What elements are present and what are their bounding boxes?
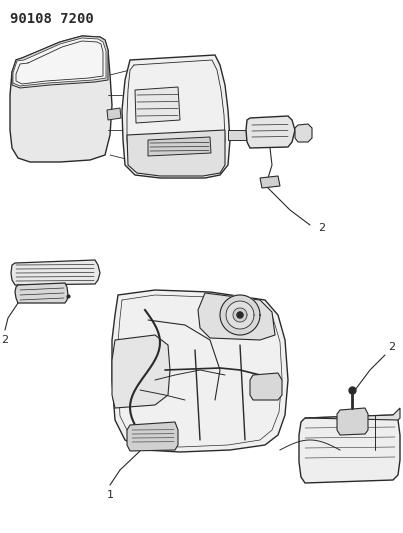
Text: 2: 2 <box>388 342 395 352</box>
Text: 2: 2 <box>2 335 8 345</box>
Polygon shape <box>12 36 108 88</box>
Polygon shape <box>246 116 295 148</box>
Polygon shape <box>11 260 100 285</box>
Text: 1: 1 <box>106 490 114 500</box>
Polygon shape <box>112 290 288 452</box>
Polygon shape <box>226 301 254 329</box>
Polygon shape <box>237 312 243 318</box>
Polygon shape <box>233 308 247 322</box>
Polygon shape <box>260 176 280 188</box>
Text: 2: 2 <box>318 223 325 233</box>
Polygon shape <box>299 415 400 483</box>
Polygon shape <box>295 124 312 142</box>
Polygon shape <box>13 38 106 86</box>
Polygon shape <box>148 137 211 156</box>
Polygon shape <box>228 130 246 140</box>
Polygon shape <box>198 293 275 340</box>
Polygon shape <box>220 295 260 335</box>
Polygon shape <box>305 408 400 420</box>
Polygon shape <box>337 408 368 435</box>
Polygon shape <box>112 335 170 408</box>
Polygon shape <box>127 422 178 451</box>
Polygon shape <box>122 55 230 178</box>
Polygon shape <box>10 36 112 162</box>
Polygon shape <box>250 373 282 400</box>
Polygon shape <box>135 87 180 123</box>
Text: 90108 7200: 90108 7200 <box>10 12 94 26</box>
Polygon shape <box>15 283 68 303</box>
Polygon shape <box>107 108 121 120</box>
Polygon shape <box>127 130 225 176</box>
